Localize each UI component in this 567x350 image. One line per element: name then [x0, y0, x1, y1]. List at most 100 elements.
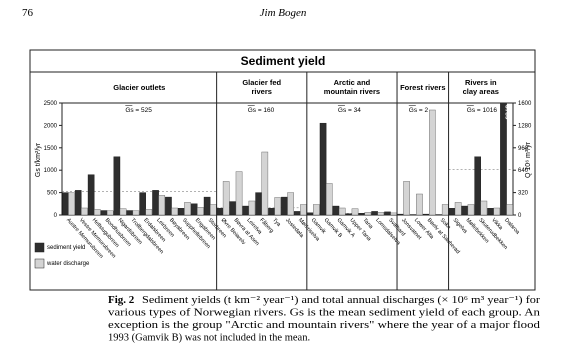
- discharge-bar: [313, 205, 319, 216]
- caption-line: 1993 (Gamvik B) was not included in the …: [108, 333, 310, 344]
- sediment-bar: [165, 197, 171, 215]
- discharge-bar: [378, 212, 384, 215]
- discharge-bar: [442, 205, 448, 216]
- sediment-bar: [397, 214, 403, 215]
- discharge-bar: [120, 209, 126, 215]
- sediment-bar: [178, 208, 184, 215]
- y2-tick-label: 640: [518, 168, 529, 174]
- discharge-bar: [262, 152, 268, 215]
- sediment-bar: [423, 214, 429, 215]
- y-axis-label: Gs t/km²/yr: [35, 142, 42, 177]
- discharge-bar: [326, 184, 332, 216]
- discharge-bar: [455, 202, 461, 215]
- sediment-bar: [294, 211, 300, 215]
- sediment-bar: [127, 211, 133, 215]
- sediment-bar: [230, 202, 236, 215]
- sediment-bar: [487, 208, 493, 215]
- legend-swatch: [35, 259, 44, 268]
- caption-label: Fig. 2: [108, 294, 135, 306]
- sediment-bar: [243, 206, 249, 215]
- group-mean-label: Gs = 34: [338, 107, 361, 114]
- discharge-bar: [249, 201, 255, 215]
- discharge-bar: [223, 181, 229, 215]
- caption-line: various types of Norwegian rivers. Gs is…: [108, 308, 541, 319]
- sediment-bar: [475, 157, 481, 215]
- y2-tick-label: 1280: [518, 123, 532, 129]
- discharge-bar: [429, 110, 435, 215]
- discharge-bar: [94, 209, 100, 215]
- figure-frame: [30, 50, 535, 290]
- group-mean-label: Gs = 2: [409, 107, 429, 114]
- discharge-bar: [159, 195, 165, 215]
- sediment-bar: [217, 208, 223, 215]
- discharge-bar: [236, 172, 242, 215]
- discharge-bar: [107, 211, 113, 215]
- legend-swatch: [35, 243, 44, 252]
- sediment-bar: [191, 204, 197, 215]
- discharge-bar: [339, 208, 345, 215]
- y-tick-label: 0: [54, 213, 58, 219]
- sediment-bar: [500, 45, 506, 215]
- discharge-bar: [416, 194, 422, 215]
- y-tick-label: 1500: [44, 146, 58, 152]
- legend-label: water discharge: [46, 261, 90, 267]
- y2-tick-label: 0: [518, 213, 522, 219]
- discharge-bar: [210, 205, 216, 216]
- sediment-bar: [281, 197, 287, 215]
- sediment-bar: [320, 123, 326, 215]
- discharge-bar: [507, 205, 513, 216]
- group-mean-label: Gs = 1016: [467, 107, 498, 114]
- sediment-bar: [307, 213, 313, 215]
- discharge-bar: [81, 208, 87, 215]
- discharge-bar: [403, 181, 409, 215]
- group-title: Glacier outlets: [113, 83, 165, 92]
- y-tick-label: 2500: [44, 101, 58, 107]
- y-tick-label: 2000: [44, 123, 58, 129]
- group-mean-label: Gs = 525: [125, 107, 152, 114]
- y-tick-label: 1000: [44, 168, 58, 174]
- y2-tick-label: 1600: [518, 101, 532, 107]
- group-mean-label: Gs = 160: [248, 107, 275, 114]
- y2-tick-label: 960: [518, 146, 529, 152]
- sediment-bar: [101, 211, 107, 215]
- sediment-bar: [346, 214, 352, 215]
- discharge-bar: [275, 198, 281, 216]
- sediment-bar: [384, 212, 390, 215]
- sediment-bar: [256, 193, 262, 215]
- discharge-bar: [494, 208, 500, 215]
- sediment-bar: [204, 197, 210, 215]
- sediment-bar: [372, 211, 378, 215]
- sediment-bar: [359, 213, 365, 215]
- sediment-bar: [62, 193, 68, 215]
- page-number: 76: [22, 7, 34, 19]
- discharge-bar: [352, 209, 358, 215]
- sediment-bar: [114, 157, 120, 215]
- discharge-bar: [146, 209, 152, 215]
- caption-line: Sediment yields (t km⁻² year⁻¹) and tota…: [142, 295, 541, 306]
- group-title: Forest rivers: [400, 83, 445, 92]
- sediment-bar: [140, 193, 146, 215]
- discharge-bar: [300, 205, 306, 216]
- value-label: 3789: [503, 105, 510, 120]
- sediment-bar: [75, 190, 81, 215]
- x-tick-label: Tya: [271, 217, 282, 228]
- sediment-bar: [152, 190, 158, 215]
- discharge-bar: [184, 202, 190, 215]
- discharge-bar: [197, 207, 203, 215]
- x-tick-label: Dalaroa: [503, 217, 521, 236]
- caption-line: exception is the group "Arctic and mount…: [108, 320, 541, 331]
- discharge-bar: [68, 193, 74, 215]
- sediment-bar: [462, 206, 468, 215]
- discharge-bar: [391, 213, 397, 215]
- y2-tick-label: 320: [518, 191, 529, 197]
- discharge-bar: [172, 208, 178, 215]
- sediment-bar: [268, 208, 274, 215]
- running-head: Jim Bogen: [260, 7, 307, 19]
- legend-label: sediment yield: [47, 245, 85, 251]
- chart-title: Sediment yield: [241, 54, 326, 68]
- discharge-bar: [481, 201, 487, 215]
